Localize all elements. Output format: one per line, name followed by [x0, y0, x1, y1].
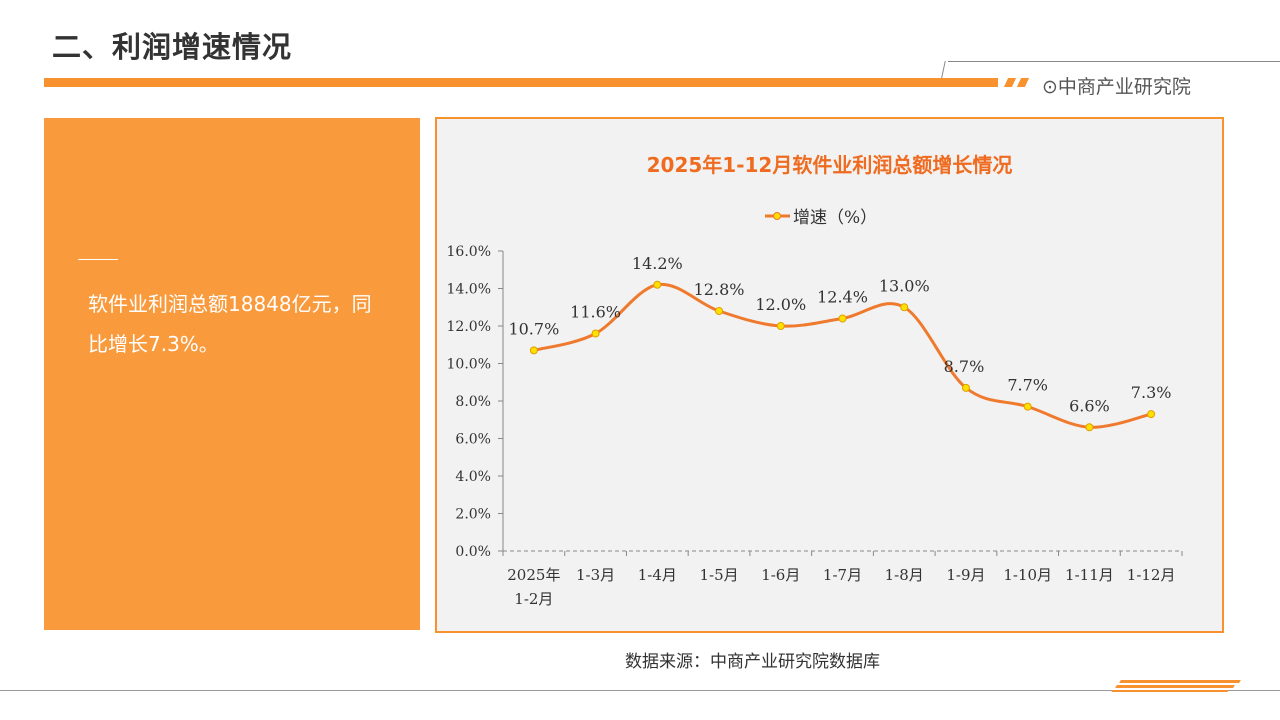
y-tick-label: 0.0%: [455, 544, 491, 560]
data-point: [838, 314, 847, 323]
x-tick-label: 1-10月: [1003, 566, 1052, 584]
y-tick-label: 10.0%: [447, 357, 491, 373]
x-tick-label: 1-9月: [946, 566, 985, 584]
x-tick-label: 1-5月: [699, 566, 738, 584]
data-point: [529, 346, 538, 355]
data-point: [1085, 423, 1094, 432]
footer-line: [0, 690, 1280, 691]
x-tick-label: 1-6月: [761, 566, 800, 584]
brand: ⊙中商产业研究院: [1042, 72, 1191, 99]
divider: [948, 61, 1280, 62]
data-point: [1147, 410, 1156, 419]
data-label: 14.2%: [632, 254, 683, 273]
decor-stripe: [1119, 680, 1241, 683]
y-tick-label: 16.0%: [447, 244, 491, 260]
data-point: [776, 322, 785, 330]
header-bar: [44, 78, 998, 87]
y-tick-label: 2.0%: [455, 507, 491, 523]
page-title: 二、利润增速情况: [52, 30, 293, 64]
x-tick-label: 1-12月: [1127, 566, 1176, 584]
y-tick-label: 12.0%: [447, 319, 491, 335]
x-tick-label: 1-3月: [576, 566, 615, 584]
x-tick-label: 2025年: [507, 566, 560, 584]
y-tick-label: 8.0%: [455, 394, 491, 410]
data-label: 12.4%: [817, 288, 868, 307]
legend-marker: [773, 212, 781, 220]
summary-text: 软件业利润总额18848亿元，同比增长7.3%。: [88, 292, 372, 356]
data-point: [591, 329, 600, 338]
brand-name: 中商产业研究院: [1057, 76, 1191, 98]
data-label: 10.7%: [508, 319, 559, 338]
data-label: 11.6%: [570, 303, 621, 322]
x-tick-label: 1-8月: [885, 566, 924, 584]
chart-title: 2025年1-12月软件业利润总额增长情况: [646, 153, 1013, 177]
decor-stripe: [1111, 690, 1229, 692]
data-label: 7.7%: [1007, 376, 1048, 395]
chart-container: 2025年1-12月软件业利润总额增长情况: [435, 117, 1224, 633]
decor-stripe: [1115, 685, 1235, 688]
data-label: 12.0%: [755, 295, 806, 314]
divider: [78, 259, 118, 260]
y-tick-label: 6.0%: [455, 432, 491, 448]
x-tick-label: 1-7月: [823, 566, 862, 584]
y-tick-label: 14.0%: [447, 282, 491, 298]
data-label: 8.7%: [944, 357, 985, 376]
data-label: 13.0%: [879, 276, 930, 295]
data-point: [1023, 402, 1032, 411]
data-label: 12.8%: [694, 280, 745, 299]
x-tick-label: 1-2月: [514, 590, 553, 608]
data-point: [900, 303, 909, 312]
x-tick-label: 1-11月: [1065, 566, 1114, 584]
source-note: 数据来源：中商产业研究院数据库: [625, 652, 880, 672]
data-label: 6.6%: [1069, 396, 1110, 415]
data-point: [653, 280, 662, 289]
target-circle-icon: ⊙: [1042, 76, 1058, 98]
summary-panel: 软件业利润总额18848亿元，同比增长7.3%。: [44, 118, 420, 630]
data-point: [715, 307, 724, 315]
x-tick-label: 1-4月: [638, 566, 677, 584]
y-tick-label: 4.0%: [455, 469, 491, 485]
data-label: 7.3%: [1131, 383, 1172, 402]
data-point: [961, 383, 970, 392]
legend-label: 增速（%）: [793, 208, 877, 228]
